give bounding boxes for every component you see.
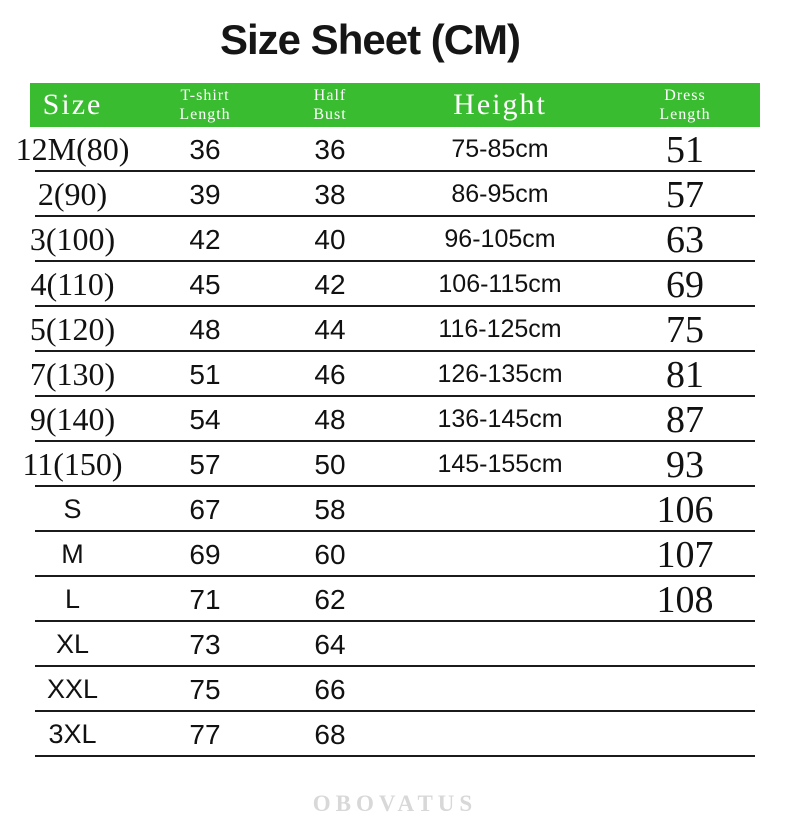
dress-length-cell: 75 [666,308,704,351]
column-header-height: Height [453,88,547,121]
tshirt-length-cell: 57 [189,448,221,480]
tshirt-length-cell: 75 [189,673,221,705]
table-row: XL 73 64 [0,622,790,667]
size-cell: 3(100) [29,221,116,257]
size-cell: 3XL [48,719,97,749]
half-bust-cell: 64 [314,628,346,660]
half-bust-cell: 40 [314,223,346,255]
tshirt-length-cell: 73 [189,628,221,660]
tshirt-length-cell: 42 [189,223,221,255]
half-bust-cell: 68 [314,718,346,750]
table-row: 4(110) 45 42 106-115cm 69 [0,262,790,307]
column-header-dress-length-line2: Length [659,106,711,123]
column-header-dress-length: Dress Length [605,86,765,124]
dress-length-cell: 63 [666,218,704,261]
table-row: L 71 62 108 [0,577,790,622]
column-header-half-bust-line1: Half [313,86,347,104]
size-cell: XL [55,629,90,659]
table-row: 9(140) 54 48 136-145cm 87 [0,397,790,442]
table-row: M 69 60 107 [0,532,790,577]
size-cell: 11(150) [22,446,123,482]
half-bust-cell: 44 [314,313,346,345]
size-cell: 5(120) [29,311,116,347]
table-row: 12M(80) 36 36 75-85cm 51 [0,127,790,172]
column-header-dress-length-line1: Dress [664,86,706,104]
half-bust-cell: 62 [314,583,346,615]
page-title: Size Sheet (CM) [219,16,521,63]
size-cell: 4(110) [30,266,115,302]
half-bust-cell: 38 [314,178,346,210]
column-header-tshirt-length-line1: T-shirt [180,86,230,104]
table-row: 2(90) 39 38 86-95cm 57 [0,172,790,217]
tshirt-length-cell: 71 [189,583,221,615]
table-row: 11(150) 57 50 145-155cm 93 [0,442,790,487]
dress-length-cell: 87 [666,398,704,441]
half-bust-cell: 58 [314,493,346,525]
dress-length-cell: 93 [666,443,704,486]
dress-length-cell: 69 [666,263,704,306]
table-row: XXL 75 66 [0,667,790,712]
size-cell: 9(140) [29,401,116,437]
half-bust-cell: 42 [314,268,346,300]
column-header-tshirt-length: T-shirt Length [145,86,265,124]
half-bust-cell: 66 [314,673,346,705]
column-header-size: Size [42,88,103,121]
tshirt-length-cell: 48 [189,313,221,345]
size-cell: 2(90) [37,176,108,212]
height-cell: 86-95cm [451,180,549,208]
size-table: Size T-shirt Length Half Bust Height Dre… [0,83,790,757]
tshirt-length-cell: 45 [189,268,221,300]
dress-length-cell: 108 [656,578,714,621]
half-bust-cell: 48 [314,403,346,435]
table-row: 5(120) 48 44 116-125cm 75 [0,307,790,352]
tshirt-length-cell: 54 [189,403,221,435]
column-header-half-bust-line2: Bust [313,106,347,123]
dress-length-cell: 81 [666,353,704,396]
table-row: 7(130) 51 46 126-135cm 81 [0,352,790,397]
size-cell: XXL [46,674,99,704]
height-cell: 106-115cm [438,270,562,298]
table-row: S 67 58 106 [0,487,790,532]
size-cell: M [61,539,84,569]
dress-length-cell: 51 [666,128,704,171]
half-bust-cell: 50 [314,448,346,480]
height-cell: 136-145cm [437,405,563,433]
column-header-half-bust: Half Bust [265,86,395,124]
tshirt-length-cell: 69 [189,538,221,570]
height-cell: 116-125cm [438,315,562,343]
tshirt-length-cell: 77 [189,718,221,750]
column-header-tshirt-length-line2: Length [179,106,231,123]
dress-length-cell: 106 [656,488,714,531]
dress-length-cell: 107 [656,533,714,576]
height-cell: 96-105cm [444,225,556,253]
tshirt-length-cell: 51 [189,358,221,390]
size-cell: 7(130) [29,356,116,392]
size-cell: S [63,494,82,524]
height-cell: 126-135cm [437,360,563,388]
watermark: OBOVATUS [312,791,478,816]
half-bust-cell: 46 [314,358,346,390]
table-header-row: Size T-shirt Length Half Bust Height Dre… [0,83,790,127]
dress-length-cell: 57 [666,173,704,216]
half-bust-cell: 60 [314,538,346,570]
tshirt-length-cell: 36 [189,133,221,165]
half-bust-cell: 36 [314,133,346,165]
size-cell: L [64,584,81,614]
height-cell: 75-85cm [451,135,549,163]
size-cell: 12M(80) [15,131,130,167]
table-row: 3(100) 42 40 96-105cm 63 [0,217,790,262]
tshirt-length-cell: 67 [189,493,221,525]
table-row: 3XL 77 68 [0,712,790,757]
tshirt-length-cell: 39 [189,178,221,210]
height-cell: 145-155cm [437,450,563,478]
